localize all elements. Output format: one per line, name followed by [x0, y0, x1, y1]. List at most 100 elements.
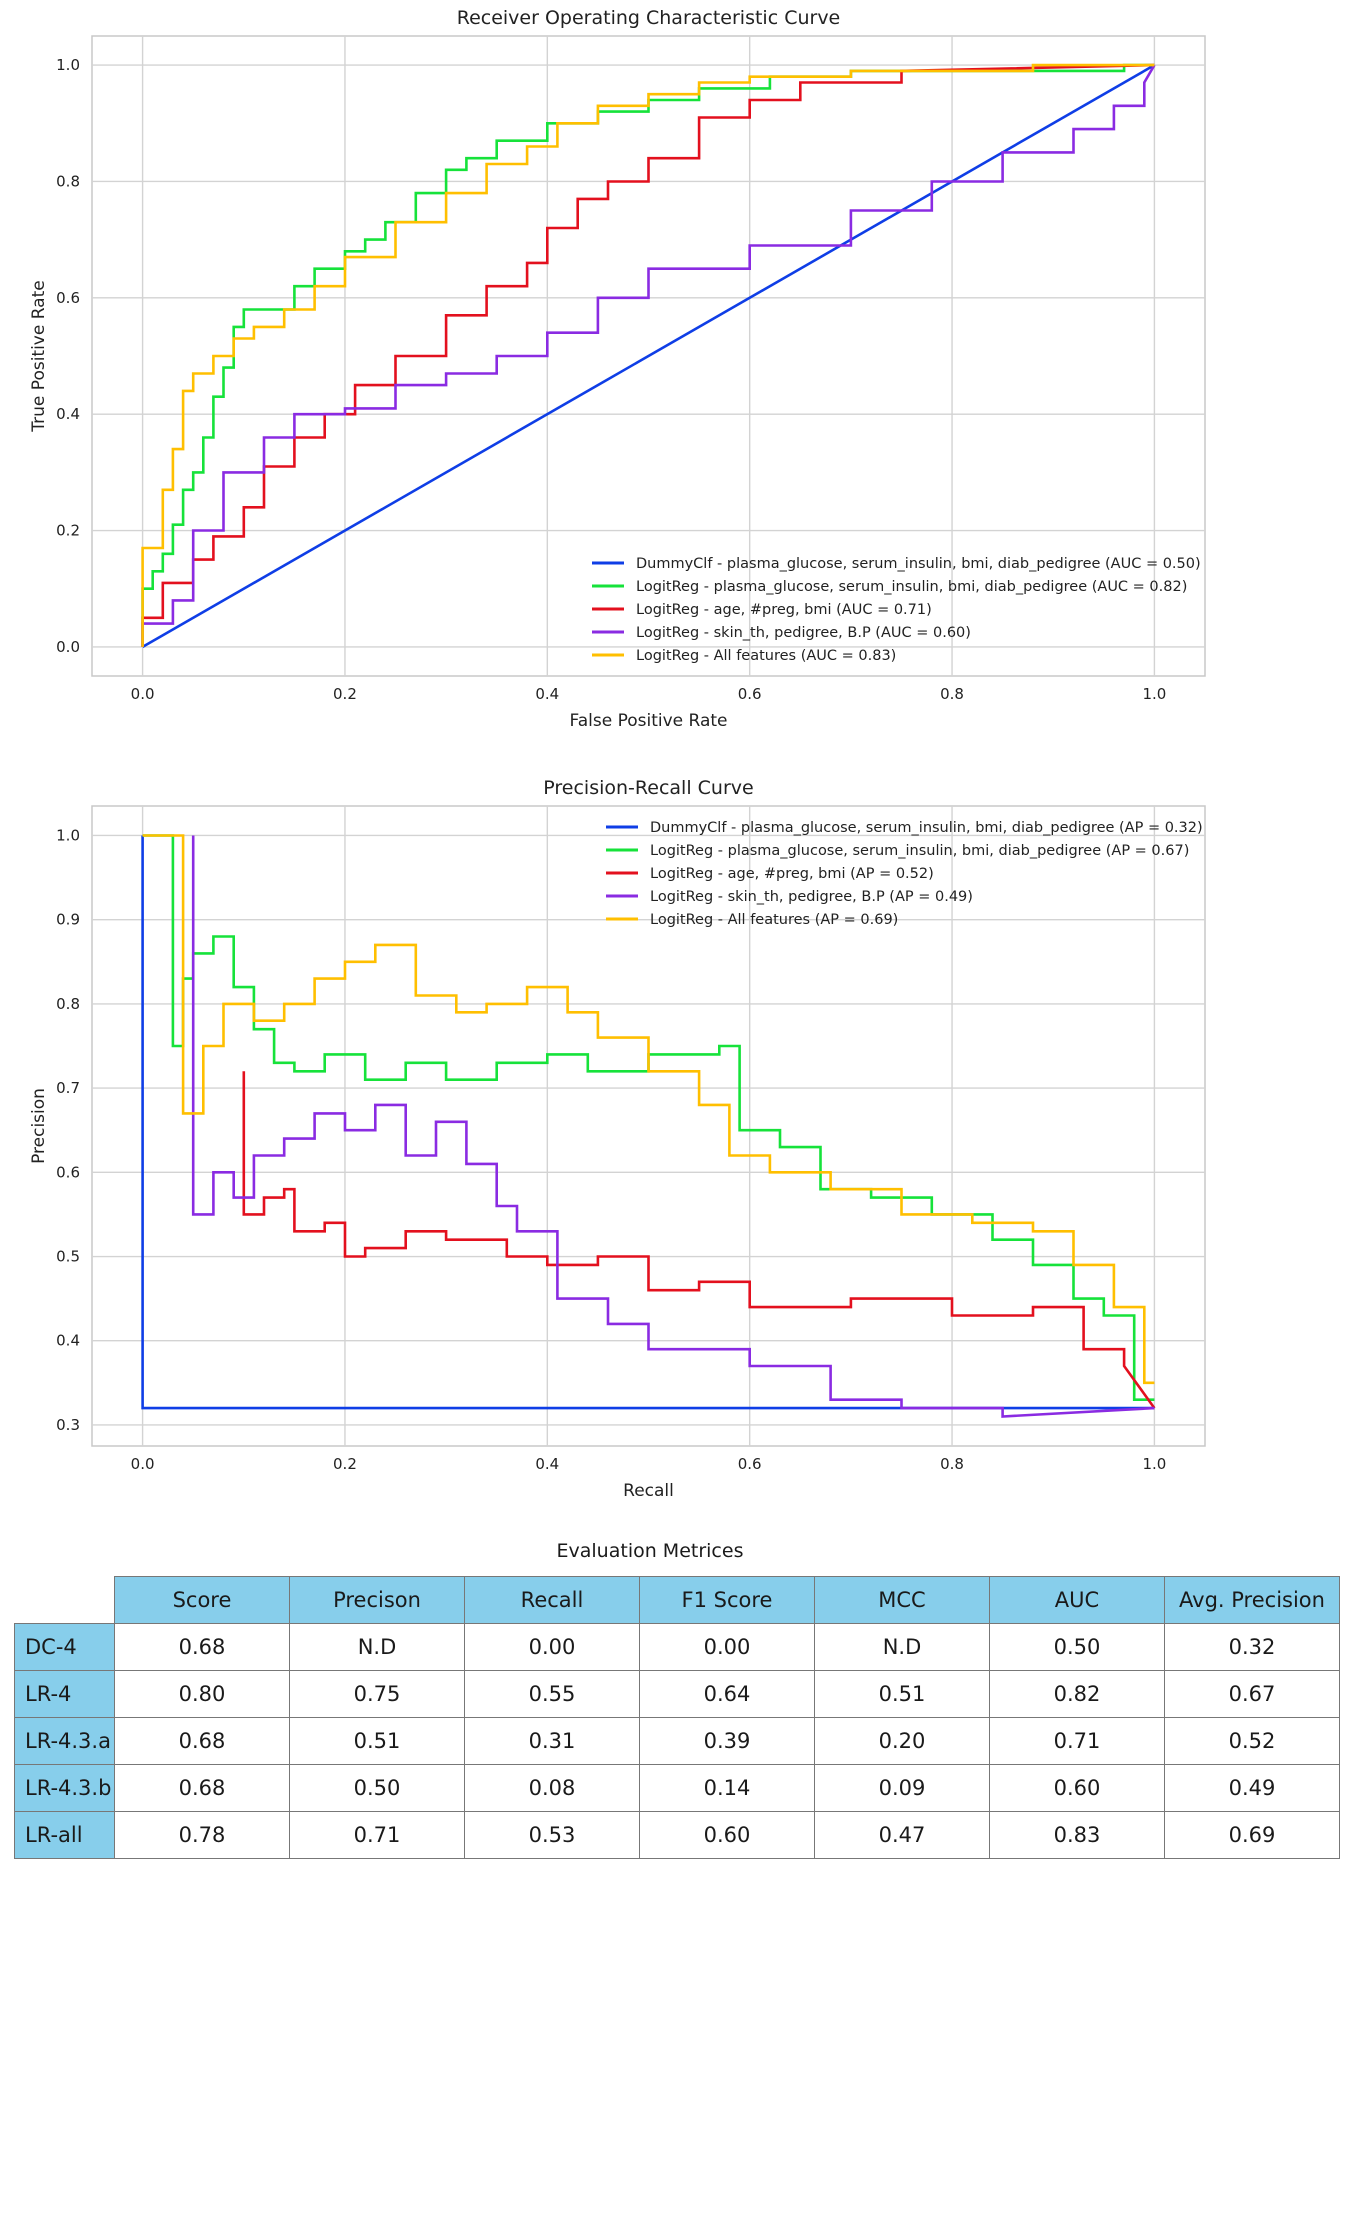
- table-cell: 0.53: [464, 1811, 640, 1859]
- row-header: LR-4.3.a: [14, 1717, 115, 1765]
- table-cell: 0.60: [989, 1764, 1165, 1812]
- roc-y-tick-label: 0.0: [56, 638, 80, 656]
- roc-series-line-3: [141, 64, 1156, 647]
- table-cell: 0.68: [114, 1717, 290, 1765]
- table-cell: 0.68: [114, 1623, 290, 1671]
- roc-y-tick-label: 0.6: [56, 289, 80, 307]
- table-cell: 0.31: [464, 1717, 640, 1765]
- roc-series-line-4: [141, 63, 1155, 647]
- table-cell: 0.49: [1164, 1764, 1340, 1812]
- pr-x-tick-label: 0.6: [738, 1455, 762, 1473]
- precision-recall-chart-svg: 0.0 0.2 0.4 0.6 0.8 1.0 0.3 0.4 0.5 0.6 0.7 0.8 0.9 1…: [29, 777, 1206, 1501]
- metrics-table-title: Evaluation Metrices: [556, 1540, 744, 1562]
- pr-x-axis-label: Recall: [623, 1481, 674, 1501]
- table-cell: 0.75: [289, 1670, 465, 1718]
- table-cell: 0.55: [464, 1670, 640, 1718]
- table-cell: 0.50: [289, 1764, 465, 1812]
- pr-y-tick-label: 0.3: [56, 1416, 80, 1434]
- roc-title: Receiver Operating Characteristic Curve: [457, 7, 841, 29]
- pr-y-tick-label: 0.7: [56, 1079, 80, 1097]
- table-cell: 0.52: [1164, 1717, 1340, 1765]
- roc-y-tick-label: 1.0: [56, 56, 80, 74]
- pr-legend-label: LogitReg - skin_th, pedigree, B.P (AP = …: [650, 889, 973, 905]
- roc-legend-label: DummyClf - plasma_glucose, serum_insulin…: [636, 556, 1201, 572]
- table-corner: [15, 1577, 115, 1624]
- row-header: LR-all: [14, 1811, 115, 1859]
- pr-y-tick-label: 0.6: [56, 1163, 80, 1181]
- pr-x-tick-label: 0.8: [940, 1455, 964, 1473]
- column-header: Score: [114, 1576, 290, 1624]
- roc-x-tick-label: 1.0: [1142, 685, 1166, 703]
- pr-x-tick-label: 1.0: [1142, 1455, 1166, 1473]
- pr-y-tick-label: 0.8: [56, 995, 80, 1013]
- roc-y-axis-label: True Positive Rate: [29, 280, 49, 432]
- roc-chart: 0.0 0.2 0.4 0.6 0.8 1.0 0.0 0.2 0.4 0.6 0.8 1.0 Rece…: [0, 0, 1357, 735]
- column-header: Avg. Precision: [1164, 1576, 1340, 1624]
- roc-y-tick-label: 0.8: [56, 172, 80, 190]
- pr-legend-label: LogitReg - age, #preg, bmi (AP = 0.52): [650, 866, 934, 882]
- roc-y-tick-label: 0.4: [56, 405, 80, 423]
- table-cell: 0.00: [464, 1623, 640, 1671]
- table-cell: 0.50: [989, 1623, 1165, 1671]
- pr-legend-label: LogitReg - plasma_glucose, serum_insulin…: [650, 843, 1189, 859]
- table-row: DC-4 0.68 N.D 0.00 0.00 N.D 0.50 0.32: [14, 1623, 1340, 1671]
- roc-x-axis-label: False Positive Rate: [570, 711, 728, 731]
- table-cell: N.D: [814, 1623, 990, 1671]
- pr-y-tick-label: 1.0: [56, 826, 80, 844]
- roc-x-tick-label: 0.8: [940, 685, 964, 703]
- column-header: Recall: [464, 1576, 640, 1624]
- roc-x-tick-label: 0.0: [131, 685, 155, 703]
- pr-series-line-0: [141, 835, 1155, 1410]
- pr-y-tick-label: 0.9: [56, 911, 80, 929]
- row-header: LR-4.3.b: [14, 1764, 115, 1812]
- table-cell: 0.82: [989, 1670, 1165, 1718]
- table-row: LR-all 0.78 0.71 0.53 0.60 0.47 0.83 0.6…: [14, 1811, 1340, 1859]
- pr-y-tick-label: 0.5: [56, 1248, 80, 1266]
- pr-series-line-3: [191, 835, 1155, 1418]
- pr-y-axis-label: Precision: [29, 1088, 49, 1164]
- table-cell: 0.39: [639, 1717, 815, 1765]
- pr-x-tick-label: 0.4: [535, 1455, 559, 1473]
- pr-y-tick-label: 0.4: [56, 1332, 80, 1350]
- row-header: LR-4: [14, 1670, 115, 1718]
- table-cell: 0.14: [639, 1764, 815, 1812]
- table-cell: 0.71: [989, 1717, 1165, 1765]
- column-header: Precison: [289, 1576, 465, 1624]
- roc-legend-label: LogitReg - age, #preg, bmi (AUC = 0.71): [636, 602, 932, 618]
- table-cell: 0.51: [289, 1717, 465, 1765]
- table-cell: 0.69: [1164, 1811, 1340, 1859]
- precision-recall-chart: 0.0 0.2 0.4 0.6 0.8 1.0 0.3 0.4 0.5 0.6 0.7 0.8 0.9 1…: [0, 765, 1357, 1510]
- roc-legend-label: LogitReg - skin_th, pedigree, B.P (AUC =…: [636, 625, 971, 641]
- pr-series-line-4: [142, 834, 1155, 1385]
- pr-title: Precision-Recall Curve: [543, 777, 753, 799]
- table-row: LR-4 0.80 0.75 0.55 0.64 0.51 0.82 0.67: [14, 1670, 1340, 1718]
- table-cell: 0.60: [639, 1811, 815, 1859]
- table-cell: 0.20: [814, 1717, 990, 1765]
- table-cell: 0.64: [639, 1670, 815, 1718]
- pr-x-tick-label: 0.2: [333, 1455, 357, 1473]
- column-header: AUC: [989, 1576, 1165, 1624]
- metrics-table: Score Precison Recall F1 Score MCC AUC A…: [14, 1576, 1340, 1859]
- table-cell: N.D: [289, 1623, 465, 1671]
- table-row: LR-4.3.a 0.68 0.51 0.31 0.39 0.20 0.71 0…: [14, 1717, 1340, 1765]
- roc-series-line-0: [141, 63, 1156, 649]
- row-header: DC-4: [14, 1623, 115, 1671]
- roc-y-tick-label: 0.2: [56, 522, 80, 540]
- metrics-header-row: Score Precison Recall F1 Score MCC AUC A…: [15, 1576, 1340, 1624]
- pr-legend-label: LogitReg - All features (AP = 0.69): [650, 912, 898, 928]
- table-cell: 0.08: [464, 1764, 640, 1812]
- table-cell: 0.71: [289, 1811, 465, 1859]
- roc-chart-svg: 0.0 0.2 0.4 0.6 0.8 1.0 0.0 0.2 0.4 0.6 0.8 1.0 Rece…: [29, 7, 1206, 731]
- roc-legend-label: LogitReg - All features (AUC = 0.83): [636, 648, 896, 664]
- pr-series-line-2: [242, 1071, 1156, 1409]
- table-cell: 0.80: [114, 1670, 290, 1718]
- roc-legend-label: LogitReg - plasma_glucose, serum_insulin…: [636, 579, 1187, 595]
- table-row: LR-4.3.b 0.68 0.50 0.08 0.14 0.09 0.60 0…: [14, 1764, 1340, 1812]
- table-cell: 0.78: [114, 1811, 290, 1859]
- roc-x-tick-label: 0.6: [738, 685, 762, 703]
- table-cell: 0.00: [639, 1623, 815, 1671]
- roc-x-tick-label: 0.2: [333, 685, 357, 703]
- table-cell: 0.51: [814, 1670, 990, 1718]
- table-cell: 0.09: [814, 1764, 990, 1812]
- table-cell: 0.32: [1164, 1623, 1340, 1671]
